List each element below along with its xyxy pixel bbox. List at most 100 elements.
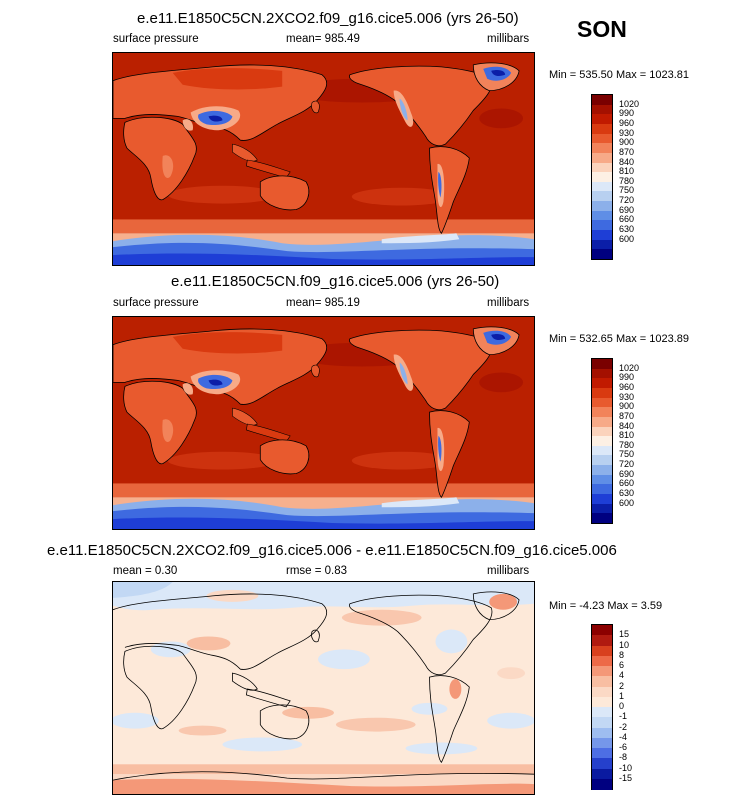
colorbar-tick-label: 8	[619, 649, 625, 660]
colorbar-tick-label: 870	[619, 146, 635, 157]
colorbar-swatch	[592, 95, 612, 106]
panel2-title: e.e11.E1850C5CN.f09_g16.cice5.006 (yrs 2…	[171, 273, 500, 290]
colorbar-tick-label: 990	[619, 108, 635, 119]
colorbar-swatch	[592, 210, 612, 221]
colorbar-tick-label: -10	[619, 762, 633, 773]
colorbar-swatch	[592, 368, 612, 379]
colorbar-tick-label: 1020	[619, 362, 640, 373]
colorbar-swatch	[592, 778, 612, 790]
colorbar-tick-label: 750	[619, 185, 635, 196]
colorbar-swatch	[592, 484, 612, 495]
colorbar-tick-label: 690	[619, 204, 635, 215]
panel3-rmse-label: rmse = 0.83	[286, 565, 348, 577]
colorbar-tick-label: 600	[619, 497, 635, 508]
colorbar-swatch	[592, 758, 612, 769]
colorbar-tick-label: 630	[619, 488, 635, 499]
colorbar-swatch	[592, 748, 612, 759]
panel2-map-svg	[113, 317, 534, 529]
colorbar-swatch	[592, 727, 612, 739]
panel1-units-label: millibars	[487, 33, 530, 45]
colorbar-tick-label: 630	[619, 224, 635, 235]
panel1-map-svg	[113, 53, 534, 265]
colorbar-swatch	[592, 201, 612, 212]
colorbar-tick-label: -8	[619, 752, 628, 763]
colorbar-swatch	[592, 387, 612, 399]
colorbar-tick-label: -15	[619, 772, 633, 783]
colorbar-swatch	[592, 768, 612, 780]
colorbar-tick-label: -2	[619, 721, 628, 732]
colorbar-swatch	[592, 230, 612, 241]
colorbar-tick-label: 930	[619, 127, 635, 138]
colorbar-swatch	[592, 645, 612, 657]
colorbar-tick-label: 840	[619, 156, 635, 167]
colorbar-tick-label: 2	[619, 680, 625, 691]
panel1-mean-label: mean= 985.49	[286, 33, 360, 45]
colorbar-tick-label: 960	[619, 381, 635, 392]
colorbar-swatch	[592, 465, 612, 476]
colorbar-tick-label: 15	[619, 629, 630, 640]
colorbar-swatch	[592, 696, 612, 708]
colorbar-tick-label: 930	[619, 391, 635, 402]
panel3-title: e.e11.E1850C5CN.2XCO2.f09_g16.cice5.006 …	[47, 542, 617, 559]
colorbar-swatch	[592, 133, 612, 144]
panel2-minmax: Min = 532.65 Max = 1023.89	[549, 333, 690, 345]
colorbar-swatch	[592, 220, 612, 231]
colorbar-tick-label: 1020	[619, 98, 640, 109]
panel3-units-label: millibars	[487, 565, 530, 577]
colorbar-tick-label: -4	[619, 731, 628, 742]
colorbar-tick-label: 720	[619, 459, 635, 470]
panel3-minmax: Min = -4.23 Max = 3.59	[549, 600, 663, 612]
colorbar-swatch	[592, 378, 612, 389]
colorbar-tick-label: 990	[619, 372, 635, 383]
colorbar-swatch	[592, 359, 612, 370]
colorbar-swatch	[592, 162, 612, 173]
panel3-mean-label: mean = 0.30	[113, 565, 178, 577]
colorbar-swatch	[592, 625, 612, 636]
colorbar-swatch	[592, 191, 612, 202]
colorbar-swatch	[592, 655, 612, 667]
colorbar-swatch	[592, 397, 612, 408]
colorbar-swatch	[592, 181, 612, 192]
panel2-colorbar	[591, 358, 613, 524]
colorbar-swatch	[592, 239, 612, 250]
panel1-colorbar	[591, 94, 613, 260]
panel3-map-svg	[113, 582, 534, 794]
colorbar-tick-label: 750	[619, 449, 635, 460]
colorbar-tick-label: 900	[619, 137, 635, 148]
colorbar-tick-label: 840	[619, 420, 635, 431]
colorbar-swatch	[592, 104, 612, 115]
colorbar-tick-label: 10	[619, 639, 630, 650]
colorbar-swatch	[592, 666, 612, 677]
colorbar-tick-label: 720	[619, 195, 635, 206]
colorbar-swatch	[592, 445, 612, 456]
colorbar-tick-label: 690	[619, 468, 635, 479]
colorbar-swatch	[592, 436, 612, 447]
colorbar-swatch	[592, 494, 612, 505]
panel1-minmax: Min = 535.50 Max = 1023.81	[549, 69, 690, 81]
colorbar-tick-label: 900	[619, 401, 635, 412]
season-label: SON	[577, 16, 627, 42]
colorbar-swatch	[592, 407, 612, 418]
colorbar-swatch	[592, 416, 612, 428]
colorbar-tick-label: 870	[619, 410, 635, 421]
colorbar-swatch	[592, 707, 612, 718]
colorbar-swatch	[592, 455, 612, 466]
colorbar-swatch	[592, 123, 612, 135]
colorbar-tick-label: -6	[619, 742, 628, 752]
colorbar-swatch	[592, 152, 612, 164]
colorbar-tick-label: 960	[619, 117, 635, 128]
panel1-title: e.e11.E1850C5CN.2XCO2.f09_g16.cice5.006 …	[137, 10, 519, 27]
colorbar-tick-label: 780	[619, 439, 635, 450]
colorbar-swatch	[592, 737, 612, 749]
colorbar-tick-label: 780	[619, 175, 635, 186]
colorbar-swatch	[592, 172, 612, 183]
colorbar-swatch	[592, 635, 612, 646]
colorbar-swatch	[592, 503, 612, 514]
panel2-map	[112, 316, 535, 530]
colorbar-swatch	[592, 717, 612, 728]
colorbar-tick-label: 810	[619, 166, 635, 177]
panel1-variable-label: surface pressure	[113, 33, 199, 45]
colorbar-swatch	[592, 249, 612, 260]
colorbar-swatch	[592, 114, 612, 125]
colorbar-swatch	[592, 686, 612, 698]
